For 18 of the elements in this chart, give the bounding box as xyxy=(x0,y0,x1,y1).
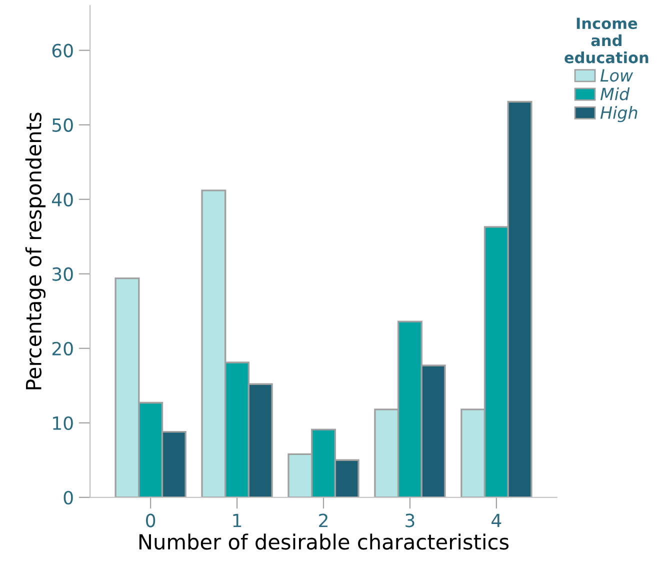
x-tick-label: 1 xyxy=(233,514,242,528)
y-tick-label: 20 xyxy=(52,342,73,356)
y-tick-label: 60 xyxy=(52,44,73,58)
legend-label: High xyxy=(600,106,638,122)
x-tick-label: 2 xyxy=(319,514,328,528)
y-tick-label: 40 xyxy=(52,192,73,206)
y-tick-label: 10 xyxy=(53,416,73,430)
legend-title: Income and education xyxy=(564,18,648,64)
y-tick-label: 50 xyxy=(52,118,73,132)
x-tick-label: 0 xyxy=(146,514,156,528)
x-tick-label: 4 xyxy=(492,514,502,528)
y-axis-title: Percentage of respondents xyxy=(25,112,46,390)
legend-label: Low xyxy=(600,69,634,82)
y-tick-label: 0 xyxy=(64,490,73,504)
x-tick-label: 3 xyxy=(406,514,414,528)
legend-label: Mid xyxy=(600,87,630,100)
x-axis-title: Number of desirable characteristics xyxy=(139,534,509,550)
y-tick-label: 30 xyxy=(52,267,73,281)
